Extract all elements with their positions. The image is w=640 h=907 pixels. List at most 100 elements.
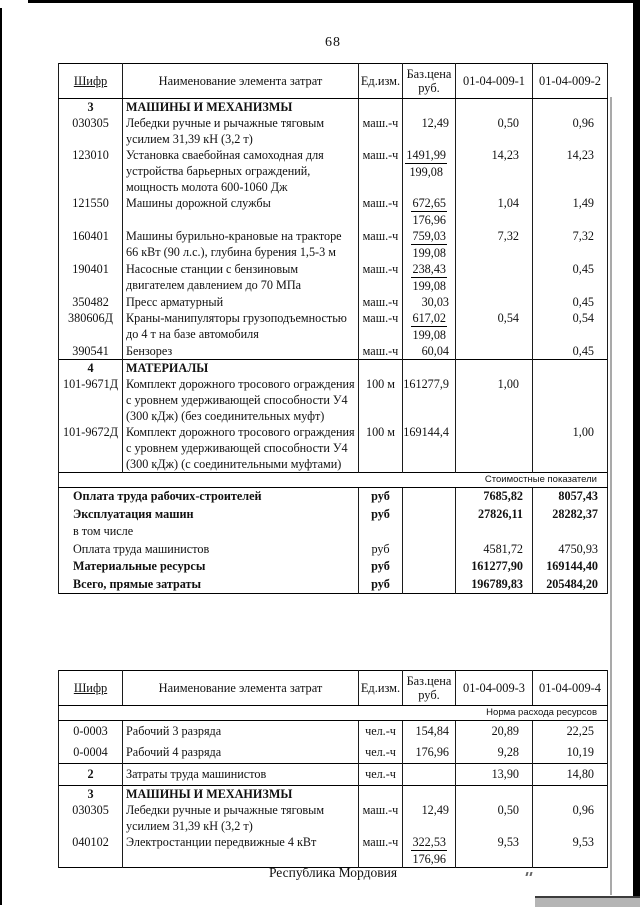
price-fraction: 322,53 176,96 — [411, 834, 449, 867]
column-header: Шифр — [58, 63, 123, 99]
price-labor: 176,96 — [412, 213, 446, 227]
cell-base-price: 161277,9 — [402, 376, 456, 424]
cell-code: 040102 — [58, 834, 123, 868]
cell-unit: маш.-ч — [358, 228, 403, 261]
note-band-row: Стоимостные показатели — [58, 472, 608, 488]
cell-name: Лебедки ручные и рычажные тяговым усилие… — [122, 115, 359, 147]
cell-code: 3 — [58, 785, 123, 802]
summary-row: в том числе — [58, 523, 608, 541]
column-header: 01-04-009-4 — [532, 670, 608, 706]
price-fraction: 1491,99 199,08 — [405, 147, 449, 180]
table-row: 380606Д Краны-манипуляторы грузоподъемнос… — [58, 310, 608, 343]
price-labor: 199,08 — [412, 279, 446, 293]
cell-code: 390541 — [58, 343, 123, 360]
cell-unit: маш.-ч — [358, 261, 403, 294]
cell-value-1 — [455, 98, 533, 115]
column-header-text: Баз.цена руб. — [406, 67, 452, 95]
cell-base-price: 12,49 — [402, 802, 456, 834]
cell-unit: чел.-ч — [358, 742, 403, 764]
summary-unit: руб — [358, 575, 403, 594]
cell-value-1: 0,50 — [455, 802, 533, 834]
table-row: 101-9672Д Комплект дорожного тросового ог… — [58, 424, 608, 473]
cell-unit: маш.-ч — [358, 834, 403, 868]
price-fraction: 238,43 199,08 — [411, 261, 449, 294]
cell-value-1: 0,50 — [455, 115, 533, 147]
table-row: 160401 Машины бурильно-крановые на тракто… — [58, 228, 608, 261]
cell-unit: маш.-ч — [358, 195, 403, 228]
summary-value-1: 4581,72 — [455, 540, 533, 558]
summary-value-1: 27826,11 — [455, 505, 533, 523]
cost-table-2: Шифр Наименование элемента затрат Ед.изм. Б… — [58, 670, 608, 868]
column-header: 01-04-009-2 — [532, 63, 608, 99]
cell-name: Затраты труда машинистов — [122, 763, 359, 786]
summary-unit: руб — [358, 558, 403, 576]
table-row: 0-0003 Рабочий 3 разряда чел.-ч 154,84 20,89… — [58, 720, 608, 742]
cell-value-1: 13,90 — [455, 763, 533, 786]
cell-value-2: 1,00 — [532, 424, 608, 473]
scan-edge-right-band — [633, 0, 640, 905]
cell-base-price — [402, 763, 456, 786]
table-row: 350482 Пресс арматурный маш.-ч 30,03 0,45 — [58, 294, 608, 310]
summary-unit — [358, 523, 403, 541]
table-row: 040102 Электростанции передвижные 4 кВт ма… — [58, 834, 608, 868]
column-header: Ед.изм. — [358, 670, 403, 706]
cell-unit: 100 м — [358, 376, 403, 424]
cost-table-1: Шифр Наименование элемента затрат Ед.изм. Б… — [58, 63, 608, 594]
price-current: 238,43 — [411, 262, 447, 278]
cell-value-1 — [455, 261, 533, 294]
summary-value-2: 169144,40 — [532, 558, 608, 576]
header-row: Шифр Наименование элемента затрат Ед.изм. Б… — [58, 63, 608, 99]
summary-value-2 — [532, 523, 608, 541]
summary-label: Всего, прямые затраты — [58, 575, 359, 594]
summary-row: Эксплуатация машин руб 27826,11 28282,37 — [58, 505, 608, 523]
cell-unit: чел.-ч — [358, 720, 403, 742]
column-header-text: 01-04-009-2 — [539, 74, 601, 88]
price-current: 617,02 — [411, 311, 447, 327]
cell-name: Рабочий 4 разряда — [122, 742, 359, 764]
column-header: 01-04-009-3 — [455, 670, 533, 706]
cell-value-2: 0,96 — [532, 802, 608, 834]
cell-value-2: 9,53 — [532, 834, 608, 868]
page-footer: Республика Мордовия — [268, 865, 398, 880]
summary-value-2: 8057,43 — [532, 487, 608, 506]
cell-value-2 — [532, 359, 608, 376]
summary-base-price — [402, 575, 456, 594]
section-row: 3 МАШИНЫ И МЕХАНИЗМЫ — [58, 98, 608, 115]
summary-base-price — [402, 540, 456, 558]
cell-name: Машины дорожной службы — [122, 195, 359, 228]
cell-unit: 100 м — [358, 424, 403, 473]
cell-value-2 — [532, 785, 608, 802]
column-header-text: 01-04-009-3 — [463, 681, 525, 695]
cell-base-price: 1491,99 199,08 — [402, 147, 456, 195]
summary-base-price — [402, 487, 456, 506]
cell-value-1 — [455, 424, 533, 473]
cell-value-1: 7,32 — [455, 228, 533, 261]
cell-value-2: 14,23 — [532, 147, 608, 195]
cell-code: 101-9672Д — [58, 424, 123, 473]
cell-base-price: 154,84 — [402, 720, 456, 742]
cell-value-1: 9,28 — [455, 742, 533, 764]
cell-name: МАШИНЫ И МЕХАНИЗМЫ — [122, 98, 359, 115]
cell-base-price: 617,02 199,08 — [402, 310, 456, 343]
summary-label: Оплата труда машинистов — [58, 540, 359, 558]
cell-code: 380606Д — [58, 310, 123, 343]
cell-unit: чел.-ч — [358, 763, 403, 786]
cell-unit: маш.-ч — [358, 802, 403, 834]
cell-value-2 — [532, 376, 608, 424]
column-header: Наименование элемента затрат — [122, 670, 359, 706]
cell-value-1: 0,54 — [455, 310, 533, 343]
cell-unit: маш.-ч — [358, 310, 403, 343]
summary-unit: руб — [358, 505, 403, 523]
cell-name: Комплект дорожного тросового ограждения … — [122, 376, 359, 424]
table-body: Норма расхода ресурсов 0-0003 Рабочий 3 ра… — [58, 705, 608, 868]
column-header-text: Шифр — [73, 681, 108, 695]
summary-unit: руб — [358, 540, 403, 558]
cell-base-price: 322,53 176,96 — [402, 834, 456, 868]
summary-row: Всего, прямые затраты руб 196789,83 205484,… — [58, 575, 608, 594]
table-row: 030305 Лебедки ручные и рычажные тяговым … — [58, 802, 608, 834]
cell-value-2 — [532, 98, 608, 115]
column-header-text: Наименование элемента затрат — [158, 681, 323, 695]
table-header: Шифр Наименование элемента затрат Ед.изм. Б… — [58, 63, 608, 99]
price-labor: 199,08 — [412, 246, 446, 260]
summary-value-2: 205484,20 — [532, 575, 608, 594]
